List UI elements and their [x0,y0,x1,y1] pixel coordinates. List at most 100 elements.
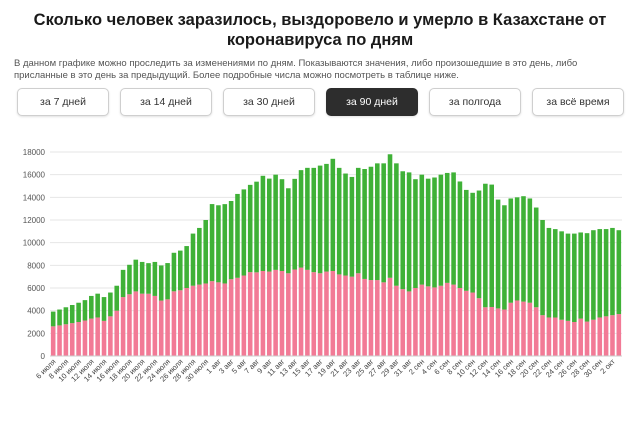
bar-infected [209,281,215,356]
bar-infected [578,318,583,356]
bar-infected [527,302,533,356]
bar-infected [616,314,622,356]
bar-recovered [406,172,412,292]
bar-recovered [457,181,463,288]
bar-infected [305,269,310,356]
bar-recovered [273,174,278,270]
bar-infected [184,288,189,356]
bar-infected [317,273,323,356]
bar-infected [489,306,494,356]
tab-30-days[interactable]: за 30 дней [223,88,315,116]
bar-recovered [146,263,151,294]
bar-infected [349,276,355,356]
bar-infected [260,271,266,356]
bar-infected [101,320,107,356]
bar-recovered [438,174,444,286]
bar-infected [514,300,520,356]
y-tick-label: 14000 [23,193,46,202]
bar-recovered [222,204,228,284]
bar-recovered [425,178,431,287]
bar-infected [127,294,132,356]
bar-recovered [197,227,202,285]
bar-infected [610,315,615,356]
bar-recovered [266,178,272,272]
bar-infected [89,318,94,356]
bar-infected [120,297,126,356]
page-title: Сколько человек заразилось, выздоровело … [33,11,607,49]
bar-recovered [610,227,615,316]
bar-recovered [158,265,164,301]
bar-recovered [254,181,259,273]
bar-infected [457,288,463,356]
bar-infected [311,272,317,356]
bar-recovered [578,232,583,319]
bar-infected [324,271,329,356]
bar-recovered [355,167,361,274]
bar-recovered [559,231,564,320]
bar-recovered [127,264,132,295]
bar-recovered [552,229,558,318]
bar-recovered [597,229,603,318]
bar-recovered [387,154,393,278]
bar-recovered [521,196,526,302]
bar-infected [451,284,456,356]
bar-infected [540,315,545,356]
cases-bar-chart: 0 2000 4000 6000 8000 10000 12000 14000 16000 180… [23,148,622,384]
bar-infected [375,280,380,356]
bar-infected [158,300,164,356]
tab-half-year[interactable]: за полгода [429,88,521,116]
bar-infected [247,272,253,356]
bar-recovered [235,193,240,278]
bar-infected [508,302,514,356]
bar-infected [362,278,367,356]
bar-infected [165,299,170,356]
bar-infected [533,307,539,356]
y-tick-label: 0 [41,352,46,361]
bar-recovered [50,311,56,327]
bar-recovered [241,189,247,276]
bar-recovered [603,229,609,317]
period-tabs: за 7 дней за 14 дней за 30 дней за 90 дн… [17,88,625,118]
bar-recovered [502,205,507,310]
bar-recovered [178,250,183,291]
bar-recovered [527,198,533,303]
bar-recovered [63,307,69,325]
bar-infected [413,288,418,356]
bar-recovered [476,190,482,299]
bar-recovered [184,246,189,288]
tab-90-days[interactable]: за 90 дней [326,88,418,116]
bar-infected [476,298,482,356]
bar-infected [152,295,158,356]
bar-recovered [330,158,336,271]
bar-recovered [419,174,425,285]
bar-recovered [305,167,310,270]
bar-infected [597,317,603,356]
bar-infected [565,320,571,356]
bar-recovered [572,233,577,322]
bar-infected [546,317,552,356]
bar-infected [419,284,425,356]
tab-7-days[interactable]: за 7 дней [17,88,109,116]
tab-14-days[interactable]: за 14 дней [120,88,212,116]
bar-infected [69,323,75,356]
bar-recovered [546,227,552,318]
bar-infected [222,283,228,356]
bar-infected [387,277,393,356]
bar-recovered [247,184,253,273]
bar-recovered [533,207,539,308]
bar-infected [197,284,202,356]
bar-infected [502,309,507,356]
bar-infected [584,321,590,356]
bar-infected [171,291,177,356]
bar-recovered [209,204,215,282]
bar-recovered [298,170,304,268]
bar-infected [82,320,88,356]
bar-recovered [349,176,355,277]
bar-infected [394,285,399,356]
tab-all-time[interactable]: за всё время [532,88,624,116]
bar-recovered [489,184,494,307]
bar-infected [190,285,196,356]
bar-recovered [317,165,323,274]
bar-infected [330,271,336,356]
bar-infected [521,301,526,356]
